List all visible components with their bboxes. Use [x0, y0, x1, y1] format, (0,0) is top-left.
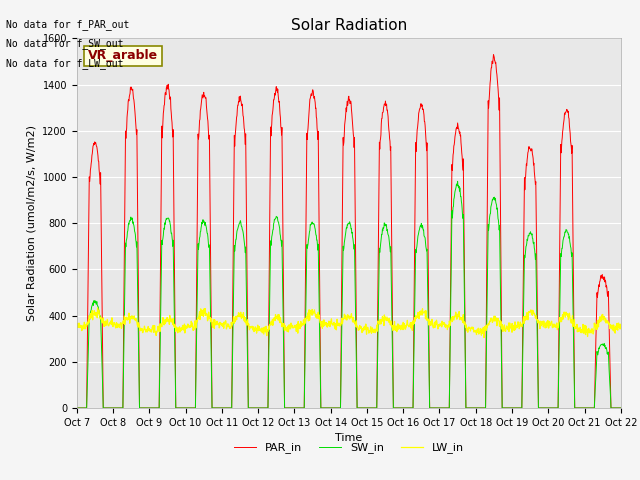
SW_in — [73, 405, 81, 411]
Title: Solar Radiation: Solar Radiation — [291, 18, 407, 33]
SW_in — [287, 405, 294, 411]
PAR_in — [193, 247, 201, 252]
SW_in — [300, 405, 307, 411]
SW_in — [569, 296, 577, 301]
X-axis label: Time: Time — [335, 433, 362, 443]
Line: SW_in: SW_in — [77, 181, 621, 408]
SW_in — [617, 405, 625, 411]
Text: No data for f_SW_out: No data for f_SW_out — [6, 38, 124, 49]
PAR_in — [569, 216, 577, 222]
LW_in — [570, 320, 577, 325]
LW_in — [73, 323, 81, 329]
Legend: PAR_in, SW_in, LW_in: PAR_in, SW_in, LW_in — [229, 438, 468, 458]
PAR_in — [617, 405, 625, 411]
SW_in — [454, 179, 461, 184]
PAR_in — [287, 405, 294, 411]
Line: LW_in: LW_in — [77, 308, 621, 337]
Y-axis label: Solar Radiation (umol/m2/s, W/m2): Solar Radiation (umol/m2/s, W/m2) — [27, 125, 37, 321]
PAR_in — [490, 51, 497, 57]
LW_in — [522, 314, 530, 320]
SW_in — [432, 405, 440, 411]
PAR_in — [73, 405, 81, 411]
LW_in — [617, 322, 625, 327]
LW_in — [287, 326, 294, 332]
Text: No data for f_PAR_out: No data for f_PAR_out — [6, 19, 130, 30]
LW_in — [433, 317, 440, 323]
Line: PAR_in: PAR_in — [77, 54, 621, 408]
Text: No data for f_LW_out: No data for f_LW_out — [6, 58, 124, 69]
LW_in — [93, 305, 101, 311]
SW_in — [522, 243, 530, 249]
PAR_in — [432, 405, 440, 411]
PAR_in — [300, 405, 307, 411]
LW_in — [480, 335, 488, 340]
LW_in — [193, 319, 201, 324]
SW_in — [193, 309, 201, 315]
Text: VR_arable: VR_arable — [88, 49, 158, 62]
LW_in — [300, 322, 308, 328]
PAR_in — [522, 167, 530, 173]
